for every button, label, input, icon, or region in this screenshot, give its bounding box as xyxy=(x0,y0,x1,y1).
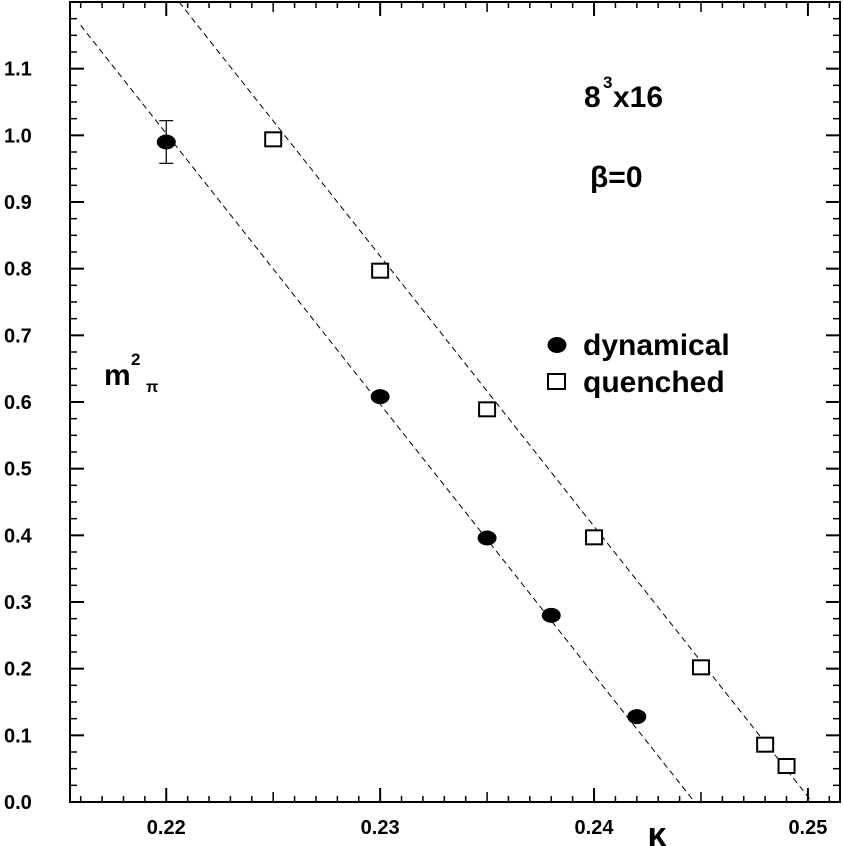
legend-marker-quenched xyxy=(547,373,566,390)
y-axis-label-sub: π xyxy=(146,379,158,396)
y-axis-label: m xyxy=(104,359,131,392)
legend-marker-dynamical xyxy=(547,337,567,353)
quenched-point xyxy=(585,529,604,546)
dynamical-fit-line xyxy=(80,25,695,803)
y-tick-label: 0.1 xyxy=(4,725,32,747)
x-tick-label: 0.25 xyxy=(788,817,827,839)
quenched-point xyxy=(478,401,497,418)
beta-label: β=0 xyxy=(590,161,643,194)
y-tick-label: 0.9 xyxy=(4,192,32,214)
lattice-size-rest: x16 xyxy=(613,81,663,114)
lattice-size-label: 8 xyxy=(584,81,601,114)
legend-label-quenched: quenched xyxy=(583,366,725,399)
x-tick-label: 0.22 xyxy=(147,817,186,839)
y-tick-label: 1.0 xyxy=(4,125,32,147)
y-tick-label: 0.2 xyxy=(4,659,32,681)
y-tick-label: 0.5 xyxy=(4,459,32,481)
y-tick-label: 0.0 xyxy=(4,792,32,814)
quenched-point xyxy=(756,736,775,753)
x-axis-label: κ xyxy=(648,816,667,846)
quenched-point xyxy=(264,131,283,148)
quenched-point xyxy=(777,758,796,774)
x-tick-label: 0.24 xyxy=(575,817,615,839)
y-tick-label: 0.3 xyxy=(4,592,32,614)
y-tick-label: 0.4 xyxy=(4,525,33,547)
dynamical-point xyxy=(541,607,561,623)
dynamical-point xyxy=(627,709,647,725)
dynamical-point xyxy=(156,134,176,150)
y-tick-label: 0.7 xyxy=(4,325,32,347)
y-axis-label-sup: 2 xyxy=(131,350,140,369)
quenched-point xyxy=(691,659,710,676)
plot-frame xyxy=(69,1,841,803)
dynamical-point xyxy=(370,389,390,405)
quenched-point xyxy=(371,262,390,279)
dynamical-point xyxy=(477,530,497,546)
x-tick-label: 0.23 xyxy=(361,817,400,839)
legend-label-dynamical: dynamical xyxy=(583,329,730,362)
lattice-size-sup: 3 xyxy=(603,73,612,92)
y-tick-label: 0.8 xyxy=(4,259,32,281)
y-tick-label: 1.1 xyxy=(4,59,32,81)
y-tick-label: 0.6 xyxy=(4,392,32,414)
